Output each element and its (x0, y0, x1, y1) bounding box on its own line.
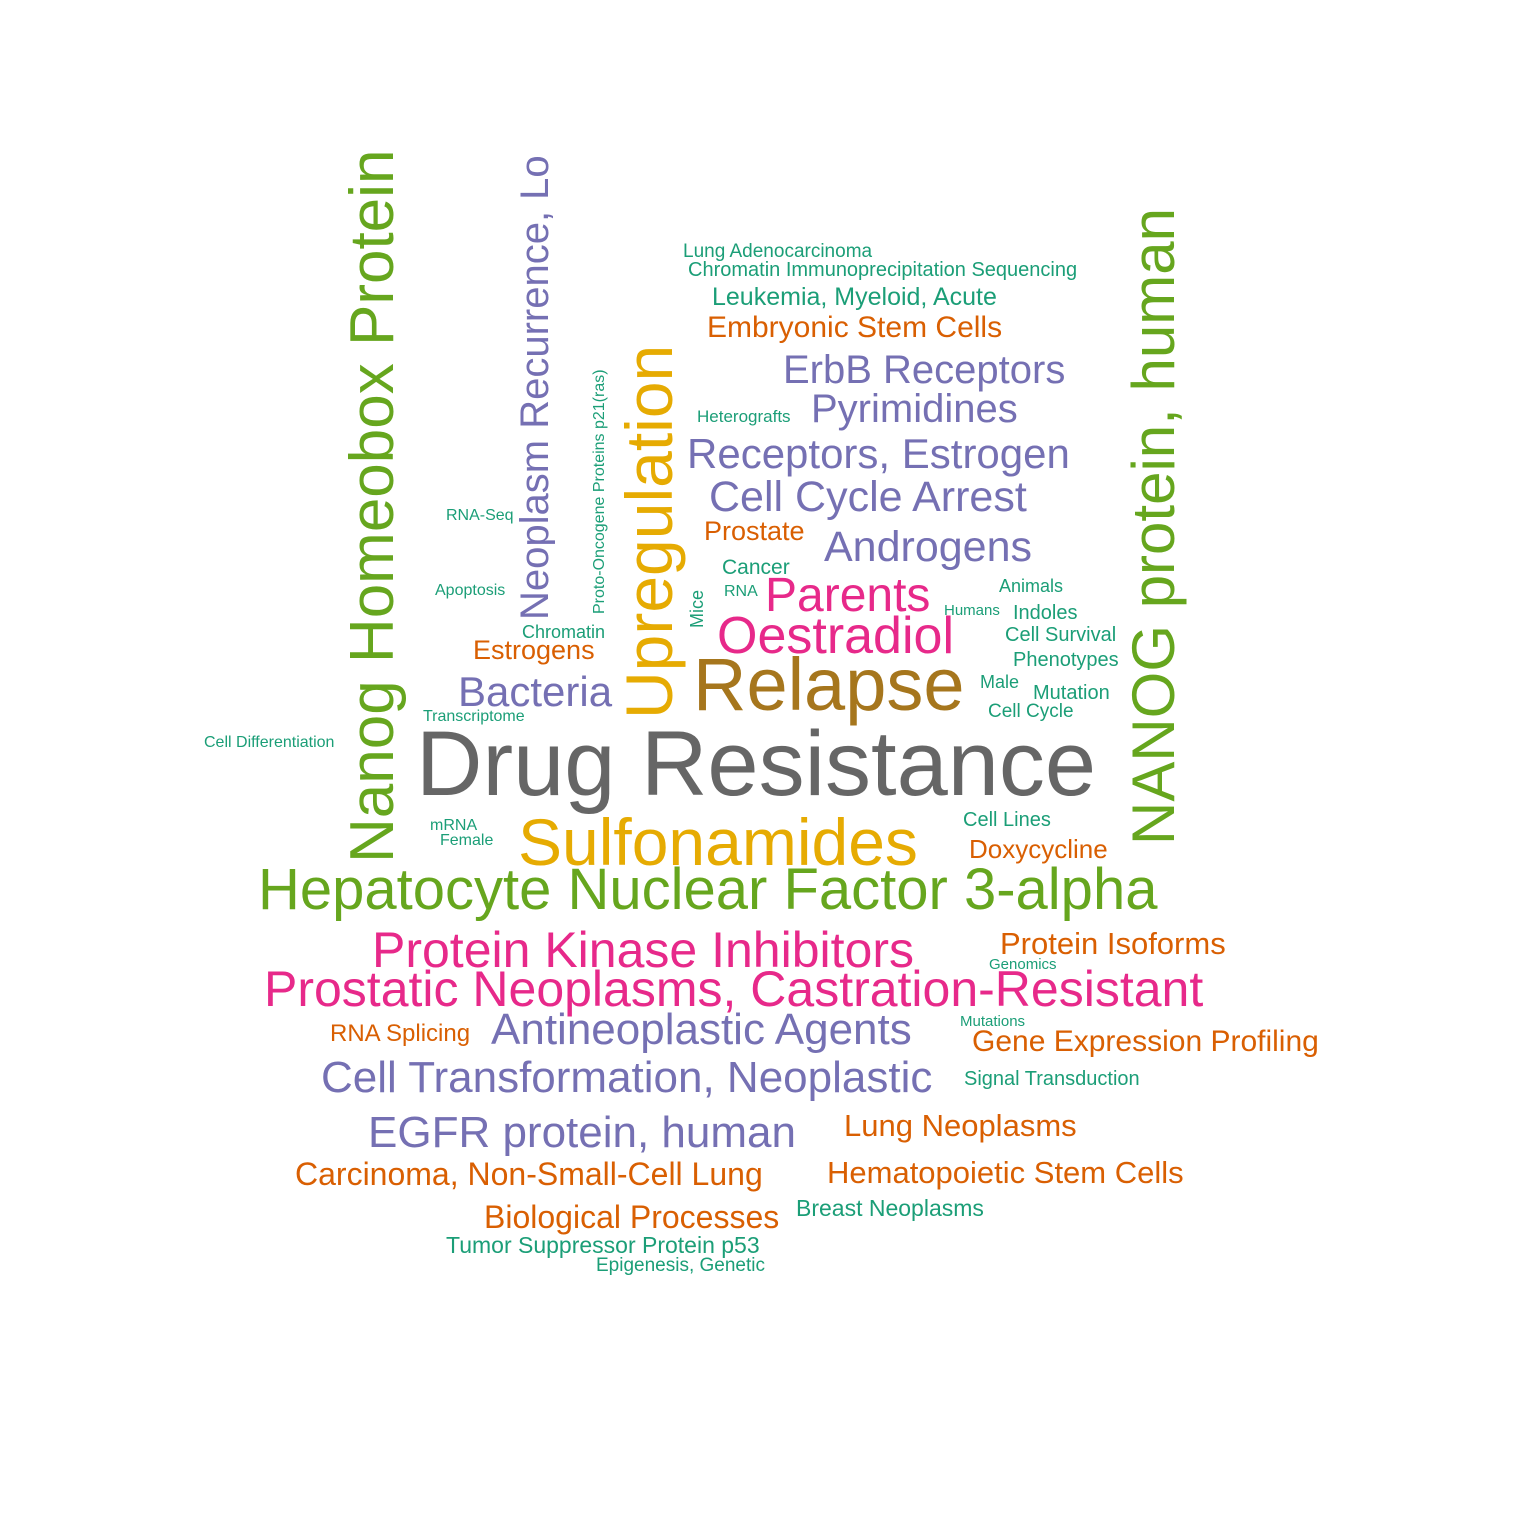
word-drug-resistance: Drug Resistance (416, 713, 1097, 815)
word-cell-cycle-arrest: Cell Cycle Arrest (709, 473, 1027, 521)
word-prostate: Prostate (704, 516, 805, 546)
word-relapse: Relapse (693, 643, 965, 726)
word-bacteria: Bacteria (458, 668, 613, 715)
word-phenotypes: Phenotypes (1013, 649, 1119, 671)
word-leukemia-myeloid-acute: Leukemia, Myeloid, Acute (712, 283, 997, 311)
word-cell-lines: Cell Lines (963, 809, 1051, 831)
word-rna-splicing: RNA Splicing (330, 1020, 471, 1047)
word-chipseq: Chromatin Immunoprecipitation Sequencing (688, 259, 1078, 281)
word-pyrimidines: Pyrimidines (811, 387, 1018, 431)
word-biological-processes: Biological Processes (484, 1199, 780, 1235)
word-nanog-protein-human: NANOG protein, human (1120, 208, 1187, 845)
word-genomics: Genomics (989, 956, 1057, 973)
word-rna-seq: RNA-Seq (446, 507, 514, 524)
word-gene-expression-profiling: Gene Expression Profiling (972, 1025, 1319, 1058)
word-male: Male (980, 672, 1020, 692)
word-upregulation: Upregulation (612, 344, 686, 719)
word-cell-transformation: Cell Transformation, Neoplastic (321, 1053, 933, 1102)
word-sulfonamides: Sulfonamides (518, 805, 918, 879)
word-lung-neoplasms: Lung Neoplasms (844, 1108, 1077, 1143)
word-embryonic-stem-cells: Embryonic Stem Cells (707, 311, 1003, 344)
word-lung-adenocarcinoma: Lung Adenocarcinoma (683, 241, 873, 262)
word-heterografts: Heterografts (697, 407, 791, 426)
word-cancer: Cancer (722, 556, 790, 579)
word-mutations: Mutations (960, 1013, 1026, 1030)
word-protein-kinase-inhibitors: Protein Kinase Inhibitors (372, 922, 914, 978)
word-cell-cycle: Cell Cycle (988, 701, 1074, 722)
word-carcinoma-nsclc: Carcinoma, Non-Small-Cell Lung (295, 1156, 763, 1192)
word-mutation: Mutation (1033, 682, 1110, 704)
word-egfr-protein: EGFR protein, human (368, 1108, 796, 1157)
word-neoplasm-recurrence: Neoplasm Recurrence, Local (515, 154, 555, 620)
word-receptors-estrogen: Receptors, Estrogen (687, 430, 1070, 477)
word-antineoplastic-agents: Antineoplastic Agents (491, 1005, 912, 1054)
word-breast-neoplasms: Breast Neoplasms (796, 1195, 984, 1221)
word-apoptosis: Apoptosis (435, 582, 506, 599)
word-rna: RNA (724, 583, 758, 600)
word-female: Female (440, 832, 494, 849)
word-oestradiol: Oestradiol (717, 607, 954, 665)
word-humans: Humans (944, 602, 1000, 619)
word-animals: Animals (999, 576, 1064, 596)
word-mrna: mRNA (430, 817, 478, 834)
word-hepatocyte-nuclear-factor: Hepatocyte Nuclear Factor 3-alpha (258, 857, 1158, 922)
word-parents: Parents (765, 569, 931, 622)
word-protein-isoforms: Protein Isoforms (1000, 926, 1226, 961)
word-hematopoietic-stem-cells: Hematopoietic Stem Cells (827, 1155, 1184, 1190)
word-cell-differentiation: Cell Differentiation (204, 734, 335, 751)
word-indoles: Indoles (1013, 602, 1078, 624)
word-signal-transduction: Signal Transduction (964, 1068, 1140, 1090)
word-tumor-suppressor-p53: Tumor Suppressor Protein p53 (446, 1232, 760, 1258)
word-androgens: Androgens (824, 523, 1032, 571)
word-transcriptome: Transcriptome (423, 708, 525, 725)
word-nanog-homeobox-protein: Nanog Homeobox Protein (338, 149, 407, 863)
word-cell-survival: Cell Survival (1005, 624, 1117, 646)
word-doxycycline: Doxycycline (969, 834, 1108, 864)
word-epigenesis-genetic: Epigenesis, Genetic (596, 1255, 765, 1276)
word-chromatin: Chromatin (522, 622, 606, 642)
word-erbb-receptors: ErbB Receptors (783, 348, 1066, 392)
word-mice: Mice (687, 589, 707, 628)
word-proto-oncogene-p21ras: Proto-Oncogene Proteins p21(ras) (591, 369, 608, 614)
word-prostatic-neoplasms: Prostatic Neoplasms, Castration-Resistan… (264, 961, 1204, 1017)
word-estrogens: Estrogens (473, 635, 595, 665)
